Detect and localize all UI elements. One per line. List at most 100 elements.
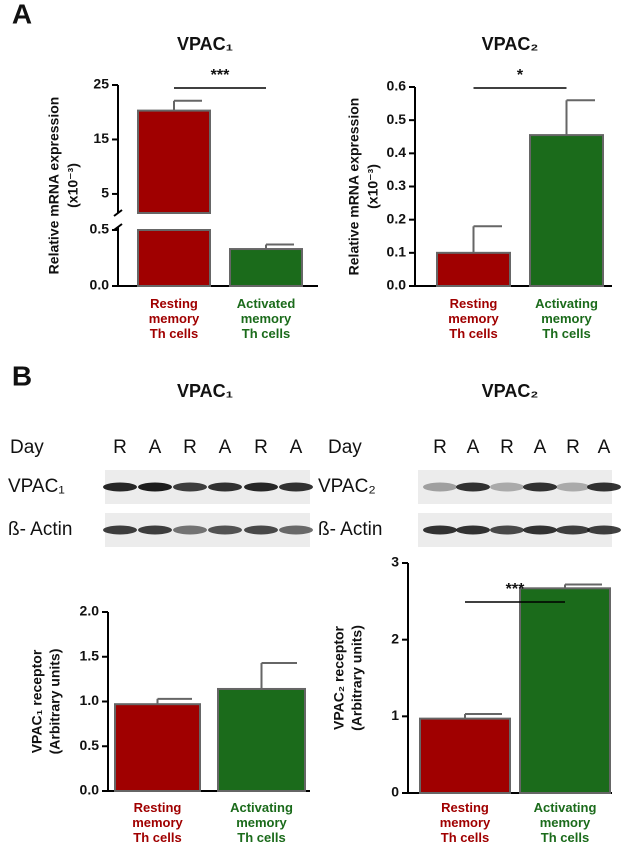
blot-band (423, 525, 457, 535)
bar (137, 229, 211, 287)
panel-label: A (12, 0, 32, 29)
y-tick-label: 0.0 (80, 782, 100, 798)
y-tick-label: 0.3 (387, 177, 407, 193)
blot-band (103, 482, 137, 492)
blot-band (587, 525, 621, 535)
y-axis-label: Relative mRNA expression (346, 98, 362, 276)
blot-band (456, 525, 490, 535)
y-axis-label: VPAC₂ receptor (331, 625, 347, 730)
chart-title: VPAC₁ (177, 34, 233, 54)
blot-band (523, 525, 557, 535)
lane-label: R (113, 437, 127, 458)
y-tick-label: 3 (391, 554, 399, 570)
y-tick-label: 0.0 (90, 277, 110, 293)
x-tick-label: Resting memory Th cells (148, 296, 200, 341)
blot-band (244, 525, 278, 535)
panel-label: B (12, 360, 32, 391)
lane-label: R (254, 437, 268, 458)
y-tick-label: 5 (101, 185, 109, 201)
x-tick-label: Activating memory Th cells (533, 800, 597, 845)
blot-band (556, 482, 590, 492)
day-label: Day (10, 437, 44, 458)
y-tick-label: 0.6 (387, 78, 407, 94)
y-tick-label: 0.1 (387, 244, 407, 260)
lane-label: A (534, 437, 547, 458)
blot-band (208, 525, 242, 535)
category-label-box: Resting memory Th cells (448, 296, 499, 341)
lane-label: R (433, 437, 447, 458)
bar (137, 109, 211, 214)
blot-row-label: ß- Actin (8, 519, 72, 540)
category-label-box: Activated memory Th cells (236, 296, 296, 341)
y-tick-label: 1.5 (80, 647, 100, 663)
blot-row-label: VPAC₁ (8, 476, 65, 497)
axis-break (113, 209, 123, 217)
y-tick-label: 0.4 (387, 144, 407, 160)
blot-strip (418, 470, 612, 504)
blot-band (208, 482, 242, 492)
blot-band (173, 482, 207, 492)
bar (229, 248, 303, 287)
blot-band (173, 525, 207, 535)
y-axis-label: (x10⁻³) (65, 163, 81, 208)
blot-band (279, 482, 313, 492)
blot-band (523, 482, 557, 492)
category-label-box: Activating memory Th cells (230, 800, 293, 845)
y-tick-label: 0.5 (80, 737, 100, 753)
y-axis-label: VPAC₁ receptor (29, 649, 45, 753)
blot-band (279, 525, 313, 535)
y-tick-label: 25 (93, 76, 109, 92)
lane-label: R (183, 437, 197, 458)
blot-band (456, 482, 490, 492)
lane-label: A (598, 437, 611, 458)
y-tick-label: 1.0 (80, 692, 100, 708)
category-label-box: Resting memory Th cells (440, 800, 491, 845)
blot-band (587, 482, 621, 492)
blot-band (490, 525, 524, 535)
significance-label: * (517, 67, 524, 84)
significance-label: *** (211, 67, 230, 84)
category-label-box: Activating memory Th cells (533, 800, 597, 845)
x-tick-label: Resting memory Th cells (132, 800, 183, 845)
category-label-box: Resting memory Th cells (132, 800, 183, 845)
blot-band (244, 482, 278, 492)
y-tick-label: 0.0 (387, 277, 407, 293)
blot-row-label: ß- Actin (318, 519, 382, 540)
y-tick-label: 0 (391, 784, 399, 800)
x-tick-label: Activating memory Th cells (535, 296, 598, 341)
y-tick-label: 0.5 (90, 221, 110, 237)
y-axis-label: (Arbitrary units) (349, 625, 365, 731)
category-label-box: Resting memory Th cells (148, 296, 200, 341)
y-axis-label: (Arbitrary units) (47, 649, 63, 755)
lane-label: R (500, 437, 514, 458)
lane-label: A (290, 437, 303, 458)
blot-band (423, 482, 457, 492)
bar (436, 251, 511, 287)
blot-band (556, 525, 590, 535)
day-label: Day (328, 437, 362, 458)
y-tick-label: 0.5 (387, 111, 407, 127)
lane-label: A (149, 437, 162, 458)
lane-label: A (219, 437, 232, 458)
bar (529, 134, 604, 287)
y-axis-label: (x10⁻³) (365, 164, 381, 209)
y-axis-label: Relative mRNA expression (46, 97, 62, 275)
blot-title: VPAC₁ (177, 381, 233, 401)
x-tick-label: Activated memory Th cells (236, 296, 296, 341)
y-tick-label: 15 (93, 130, 109, 146)
significance-label: *** (506, 581, 525, 598)
x-tick-label: Resting memory Th cells (448, 296, 499, 341)
blot-band (103, 525, 137, 535)
lane-label: A (467, 437, 480, 458)
chart-title: VPAC₂ (482, 34, 539, 54)
blot-band (138, 482, 172, 492)
y-tick-label: 2 (391, 630, 399, 646)
bar (217, 687, 306, 792)
x-tick-label: Activating memory Th cells (230, 800, 293, 845)
blot-row-label: VPAC₂ (318, 476, 376, 497)
blot-band (138, 525, 172, 535)
bar (419, 717, 511, 795)
blot-title: VPAC₂ (482, 381, 539, 401)
